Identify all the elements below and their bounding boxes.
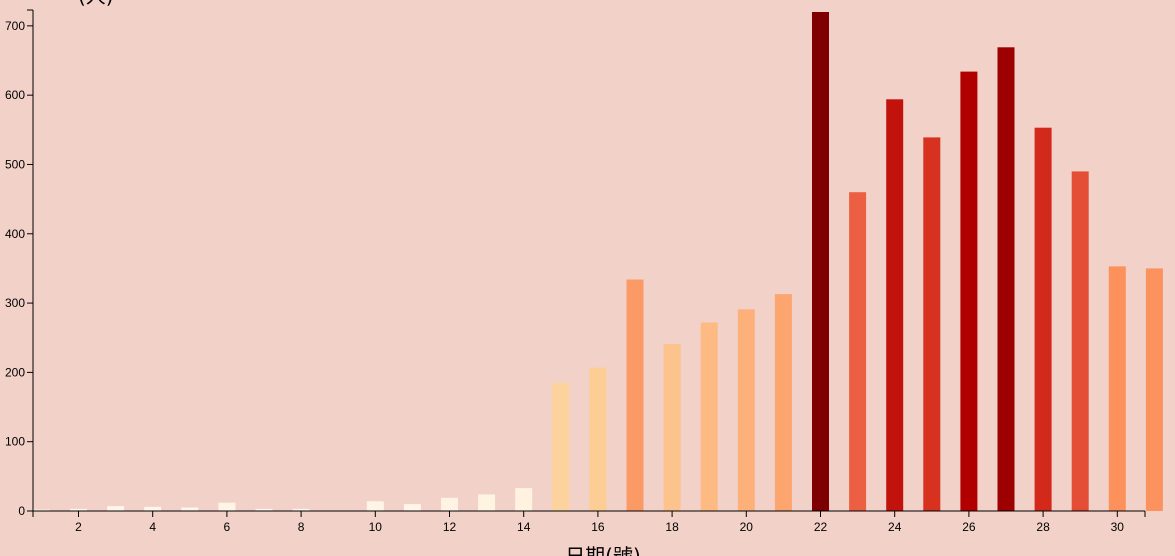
bar-day-17	[626, 279, 644, 511]
bar-day-1	[32, 509, 50, 511]
x-tick-label-2: 2	[75, 520, 82, 534]
bar-day-6	[218, 502, 236, 511]
bar-day-12	[441, 497, 458, 511]
bar-day-3	[107, 506, 125, 511]
bar-day-23	[849, 192, 867, 511]
bars-group	[32, 12, 1163, 512]
bar-day-22	[812, 12, 829, 511]
bar-day-18	[663, 344, 681, 511]
bar-day-8	[292, 508, 310, 511]
x-tick-label-16: 16	[591, 520, 605, 534]
x-tick-label-24: 24	[888, 520, 902, 534]
x-axis: 2 4 6 8 10 12 14 16 18 20 22 24 26 28 30	[32, 510, 1146, 534]
bar-day-5	[181, 507, 199, 511]
x-tick-label-14: 14	[517, 520, 531, 534]
y-tick-label-200: 200	[5, 365, 25, 379]
bar-day-29	[1071, 171, 1089, 511]
y-tick-label-400: 400	[5, 227, 25, 241]
x-tick-label-26: 26	[962, 520, 976, 534]
bar-day-16	[589, 367, 607, 511]
y-tick-label-500: 500	[5, 157, 25, 171]
x-axis-title: 日期(號)	[565, 544, 641, 556]
y-tick-label-600: 600	[5, 88, 25, 102]
bar-day-20	[737, 309, 755, 511]
bar-day-26	[960, 71, 978, 511]
y-tick-label-100: 100	[5, 435, 25, 449]
bar-day-27	[997, 47, 1015, 512]
bar-day-28	[1034, 127, 1052, 511]
bar-day-30	[1108, 266, 1126, 511]
bar-day-21	[774, 294, 792, 511]
bar-day-4	[144, 506, 162, 511]
y-axis-title: (人)	[78, 0, 114, 8]
x-tick-label-20: 20	[740, 520, 754, 534]
x-tick-label-8: 8	[298, 520, 305, 534]
bar-day-31	[1145, 268, 1163, 511]
y-tick-label-0: 0	[18, 504, 25, 518]
x-tick-label-18: 18	[665, 520, 679, 534]
y-axis: 0 100 200 300 400 500 600 700	[5, 9, 34, 518]
x-tick-label-22: 22	[814, 520, 828, 534]
y-tick-label-300: 300	[5, 296, 25, 310]
bar-day-19	[700, 322, 718, 511]
bar-day-2	[70, 508, 87, 511]
bar-day-13	[478, 494, 496, 511]
bar-day-14	[515, 488, 533, 511]
bar-day-11	[403, 504, 421, 511]
x-tick-label-12: 12	[443, 520, 457, 534]
x-tick-label-28: 28	[1036, 520, 1050, 534]
x-tick-label-30: 30	[1111, 520, 1125, 534]
y-tick-label-700: 700	[5, 19, 25, 33]
bar-day-15	[552, 382, 570, 511]
x-tick-label-6: 6	[224, 520, 231, 534]
bar-day-7	[255, 508, 273, 511]
x-tick-label-10: 10	[369, 520, 383, 534]
bar-day-10	[366, 501, 384, 511]
bar-day-24	[886, 99, 904, 512]
bar-day-25	[923, 137, 941, 511]
x-tick-label-4: 4	[149, 520, 156, 534]
